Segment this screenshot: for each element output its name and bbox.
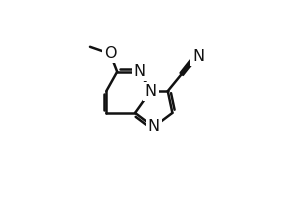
- Text: N: N: [192, 49, 204, 64]
- Text: N: N: [148, 119, 160, 134]
- Text: O: O: [104, 46, 116, 61]
- Text: N: N: [145, 84, 157, 99]
- Text: N: N: [134, 64, 146, 79]
